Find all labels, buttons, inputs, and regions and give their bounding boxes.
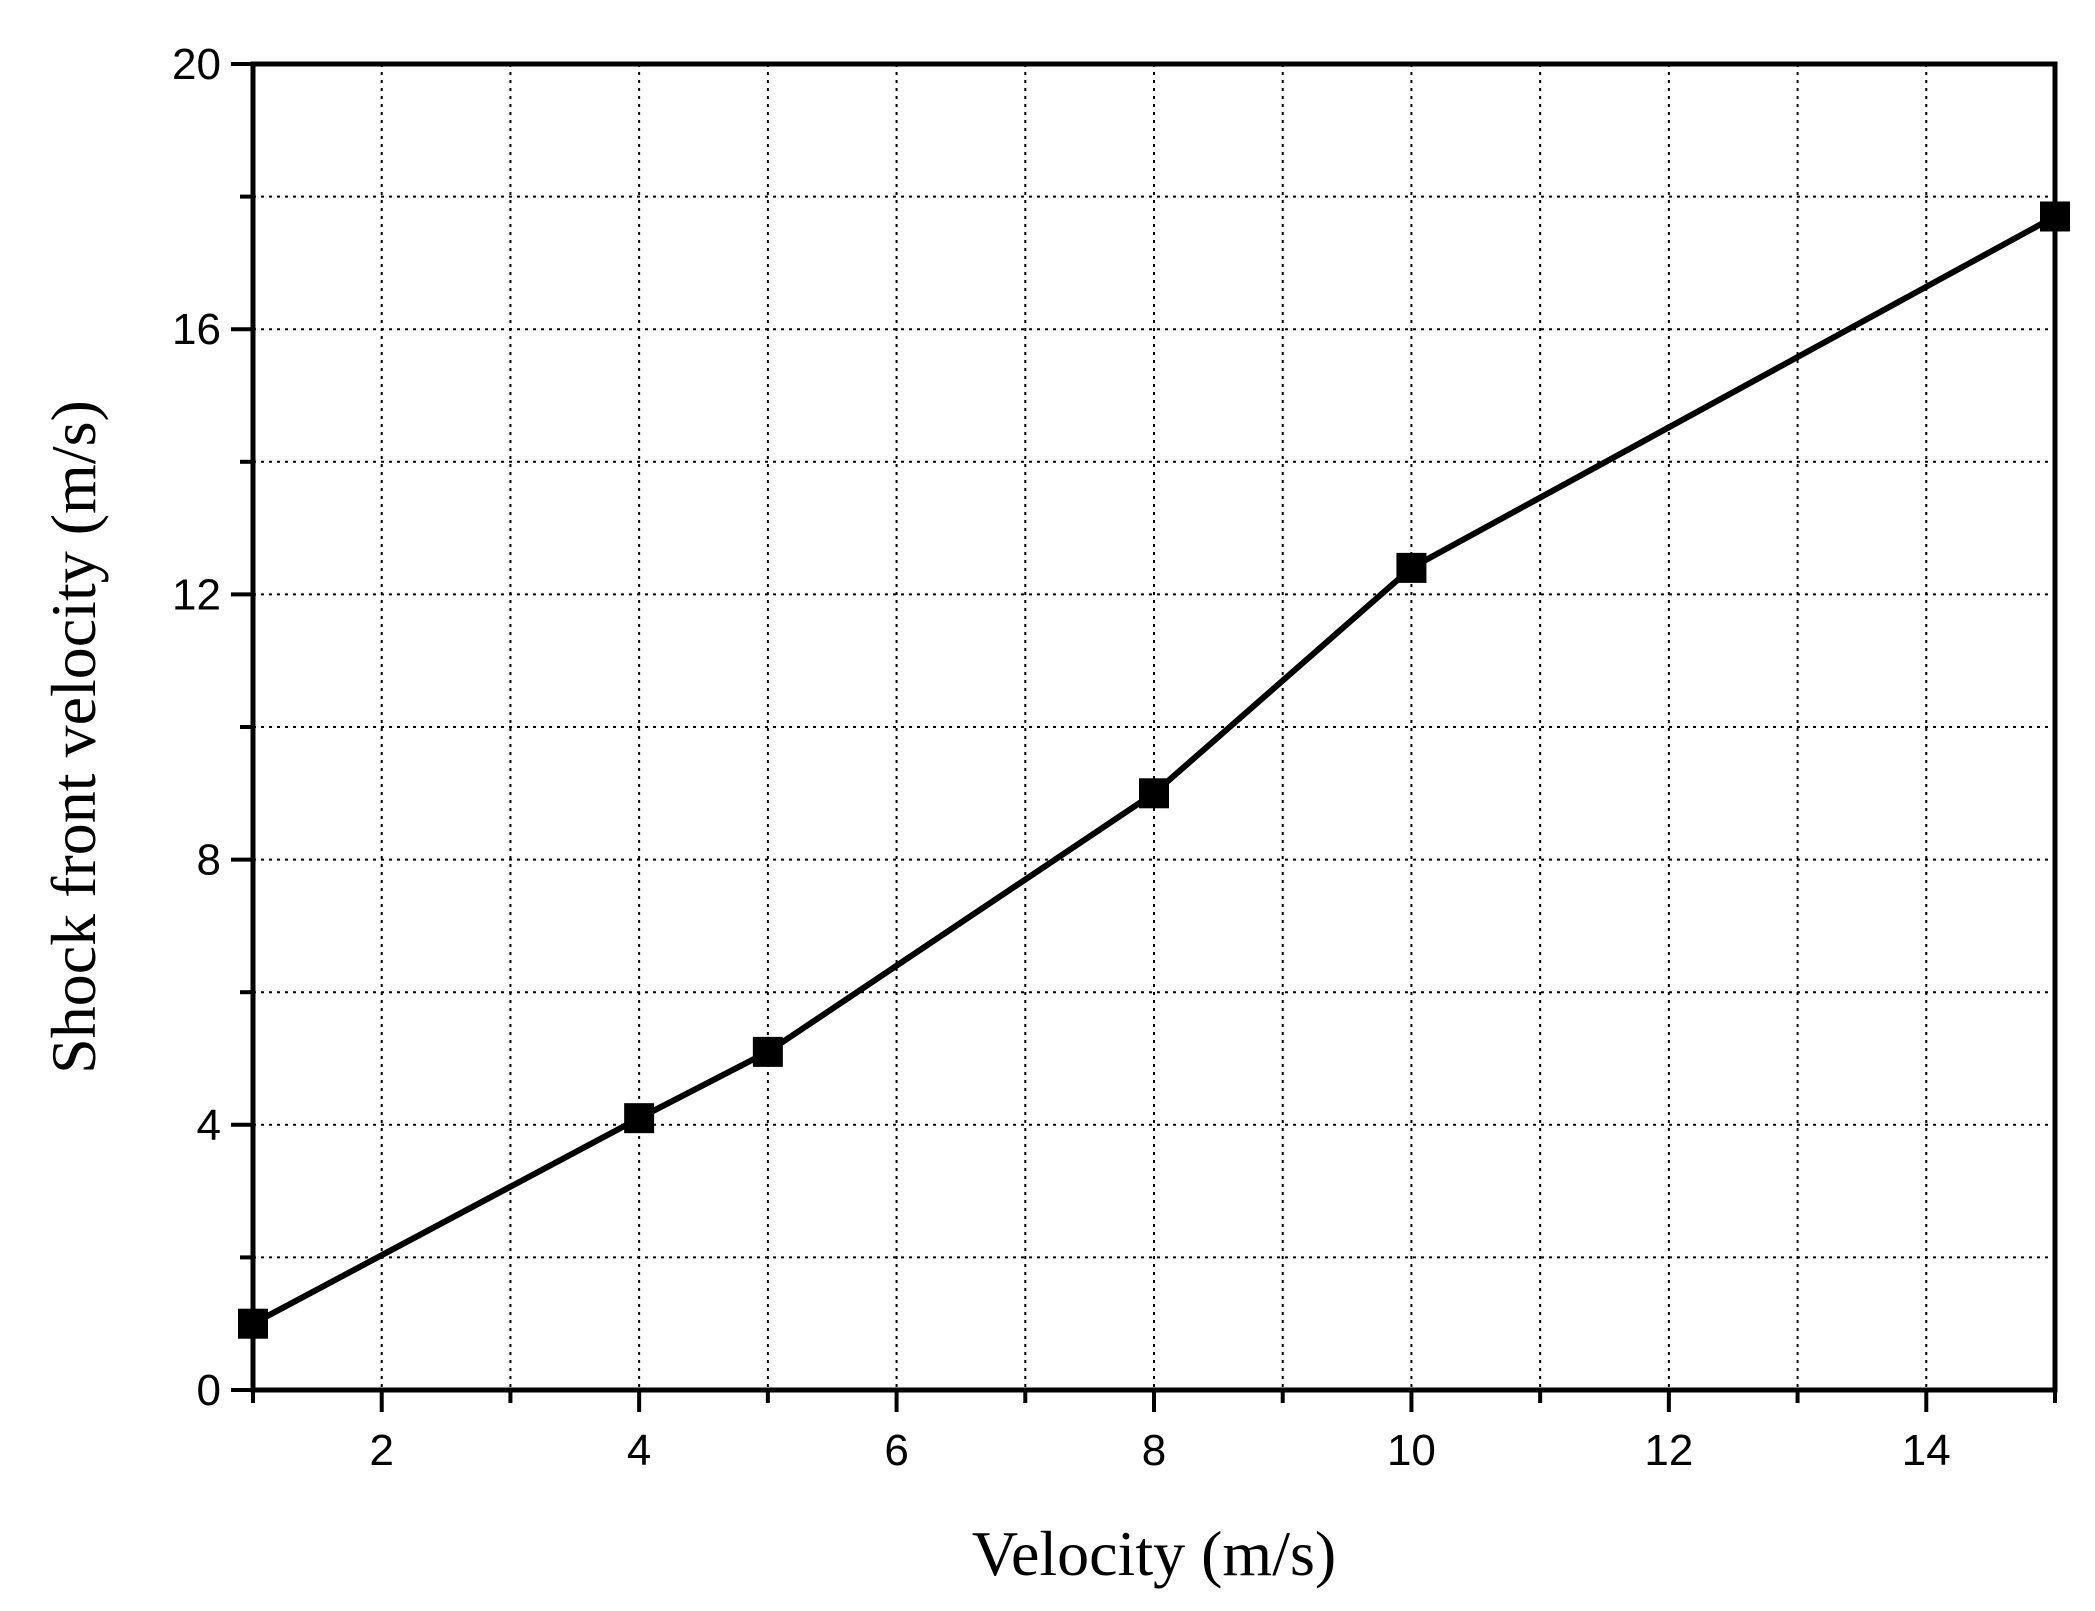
y-tick-label: 16 [172,305,221,354]
plot-frame [250,61,2058,1393]
y-axis-title: Shock front velocity (m/s) [38,400,109,1074]
x-tick-labels: 2 4 6 8 10 12 14 [369,1426,1950,1475]
x-tick-label: 4 [627,1426,651,1475]
grid-lines [253,64,2055,1390]
x-tick-label: 14 [1902,1426,1951,1475]
x-tick-label: 8 [1142,1426,1166,1475]
y-tick-label: 12 [172,570,221,619]
x-tick-label: 6 [884,1426,908,1475]
data-point-marker [1396,552,1427,583]
y-tick-labels: 0 4 8 12 16 20 [172,40,221,1415]
tick-marks [231,62,2057,1412]
x-tick-label: 10 [1387,1426,1436,1475]
data-point-marker [1139,778,1169,809]
data-point-marker [752,1036,783,1067]
x-axis-title: Velocity (m/s) [972,1518,1336,1589]
y-tick-label: 0 [197,1366,221,1415]
y-tick-label: 20 [172,40,221,89]
data-point-marker [624,1103,655,1134]
series-layer [238,201,2070,1339]
y-tick-label: 4 [197,1101,221,1150]
y-tick-label: 8 [197,836,221,885]
series-line [251,213,2057,1327]
x-tick-label: 2 [369,1426,393,1475]
x-tick-label: 12 [1644,1426,1693,1475]
